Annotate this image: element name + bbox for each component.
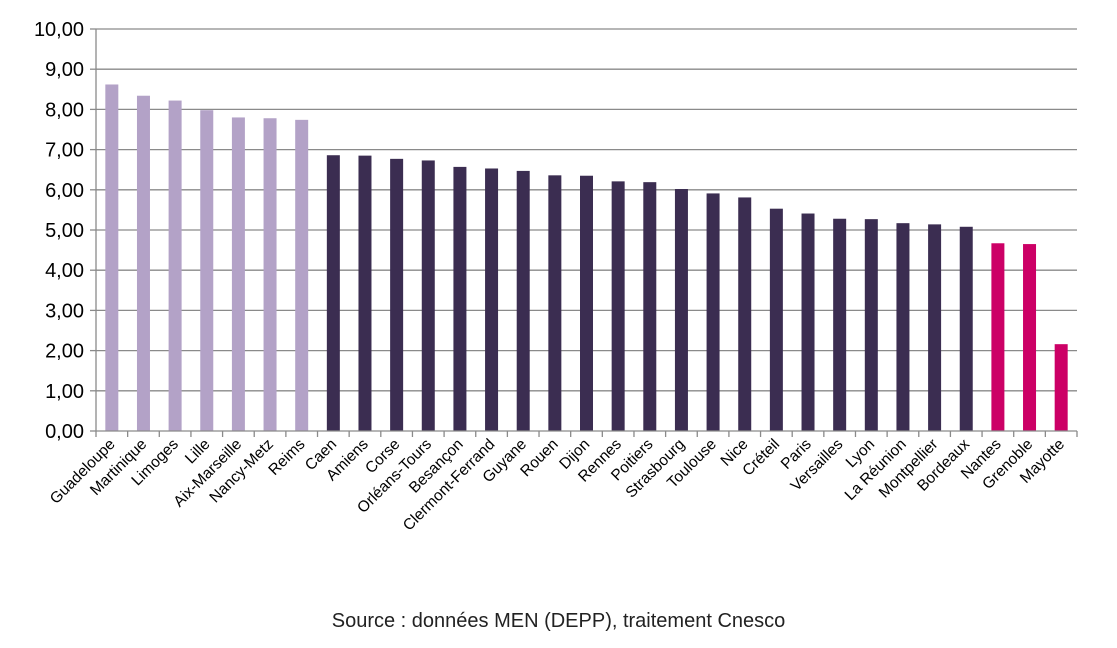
bar: [643, 182, 657, 431]
bar: [105, 84, 119, 431]
y-tick-label: 4,00: [45, 260, 84, 282]
bar: [390, 158, 404, 431]
bar: [959, 226, 973, 431]
bar: [769, 208, 783, 431]
bar: [611, 181, 625, 431]
bar: [801, 213, 815, 431]
bar: [548, 175, 562, 431]
bar: [231, 117, 245, 431]
y-tick-label: 2,00: [45, 341, 84, 363]
bar: [738, 197, 752, 431]
bar: [928, 224, 942, 431]
y-tick-label: 0,00: [45, 421, 84, 443]
y-tick-label: 7,00: [45, 140, 84, 162]
y-tick-label: 10,00: [34, 19, 84, 41]
y-tick-label: 3,00: [45, 300, 84, 322]
bar: [421, 160, 435, 431]
bar: [864, 219, 878, 431]
y-tick-label: 6,00: [45, 180, 84, 202]
bar: [896, 223, 910, 431]
bar: [580, 175, 593, 431]
bar: [453, 166, 467, 431]
bar-chart: 0,00 1,00 2,00 3,00 4,00 5,00 6,00 7,00 8,00 9,00…: [34, 19, 1078, 535]
bar: [833, 218, 847, 431]
y-tick-label: 5,00: [45, 220, 84, 242]
bar: [263, 118, 277, 432]
bar: [1054, 344, 1068, 431]
axes: [90, 28, 1078, 437]
bars: [105, 84, 1068, 432]
bar: [200, 110, 214, 431]
bar: [358, 155, 372, 431]
y-tick-label: 1,00: [45, 381, 84, 403]
bar: [1023, 244, 1037, 431]
x-tick-label: Reims: [265, 436, 308, 479]
bar: [485, 168, 499, 432]
y-tick-label: 9,00: [45, 59, 84, 81]
bar: [516, 170, 530, 431]
bar: [674, 189, 688, 431]
bar: [326, 155, 340, 432]
bar: [295, 119, 309, 431]
y-axis-tick-labels: 0,00 1,00 2,00 3,00 4,00 5,00 6,00 7,00 8,00 9,00…: [34, 19, 84, 443]
y-tick-label: 8,00: [45, 99, 84, 121]
bar: [136, 95, 150, 431]
bar: [991, 243, 1005, 431]
source-note: Source : données MEN (DEPP), traitement …: [331, 610, 786, 632]
bar: [168, 100, 182, 431]
bar: [706, 193, 720, 431]
